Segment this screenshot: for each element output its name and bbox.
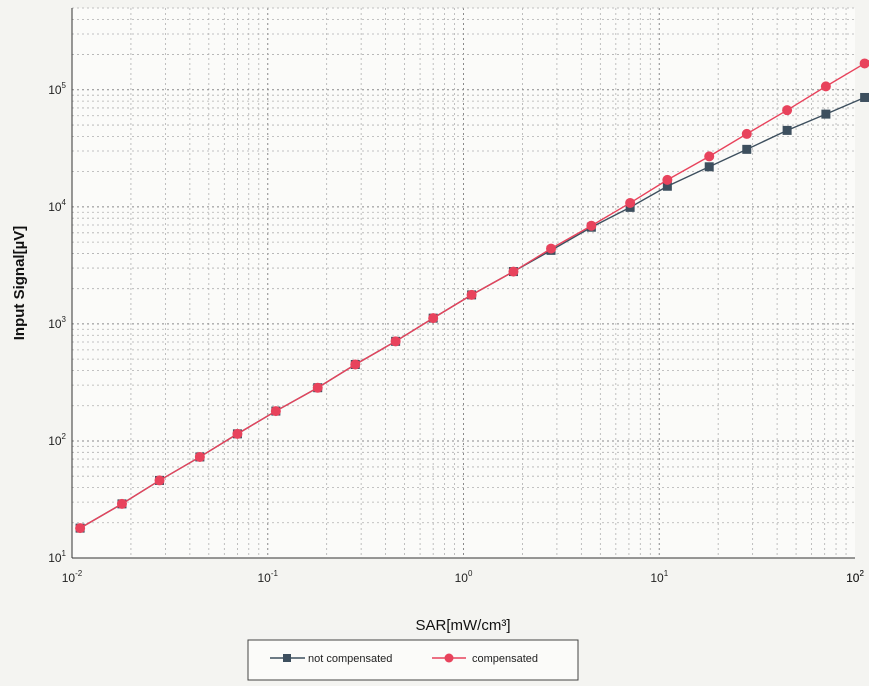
legend-marker-compensated bbox=[444, 653, 454, 663]
series-line-compensated bbox=[79, 60, 869, 529]
data-point-compensated bbox=[704, 151, 715, 162]
axes bbox=[71, 8, 855, 559]
data-point-not-compensated bbox=[742, 144, 752, 154]
x-axis-title: SAR[mW/cm³] bbox=[416, 617, 511, 634]
series-layer bbox=[75, 58, 869, 534]
y-axis-title: Input Signal[µV] bbox=[11, 226, 28, 340]
legend-marker-not-compensated bbox=[283, 654, 291, 662]
y-tick-labels: 101 102 103 104 105 bbox=[48, 81, 66, 565]
grid bbox=[71, 7, 855, 559]
data-point-compensated bbox=[820, 81, 831, 92]
legend: not compensated compensated bbox=[247, 639, 579, 681]
data-point-not-compensated bbox=[860, 92, 869, 102]
data-point-compensated bbox=[586, 220, 597, 231]
data-point-compensated bbox=[428, 313, 439, 324]
data-point-compensated bbox=[350, 359, 361, 370]
data-point-not-compensated bbox=[782, 125, 792, 135]
x-tick-label: 100 bbox=[455, 569, 473, 585]
data-point-compensated bbox=[782, 105, 793, 116]
x-tick-label: 102 bbox=[846, 569, 864, 585]
data-point-not-compensated bbox=[704, 162, 714, 172]
x-tick-label: 10-2 bbox=[62, 569, 83, 585]
data-point-compensated bbox=[741, 128, 752, 139]
data-point-not-compensated bbox=[662, 181, 672, 191]
x-tick-label: 101 bbox=[650, 569, 668, 585]
data-point-compensated bbox=[270, 406, 281, 417]
legend-label-not-compensated: not compensated bbox=[308, 653, 392, 665]
data-point-compensated bbox=[312, 382, 323, 393]
data-point-compensated bbox=[508, 266, 519, 277]
y-tick-label: 104 bbox=[48, 198, 66, 214]
data-point-compensated bbox=[625, 197, 636, 208]
data-point-compensated bbox=[75, 523, 86, 534]
data-point-compensated bbox=[546, 243, 557, 254]
y-tick-label: 105 bbox=[48, 81, 66, 97]
y-tick-label: 102 bbox=[48, 432, 66, 448]
data-point-compensated bbox=[116, 498, 127, 509]
y-tick-label: 103 bbox=[48, 315, 66, 331]
data-point-compensated bbox=[232, 428, 243, 439]
data-point-compensated bbox=[859, 58, 869, 69]
x-tick-label: 10-1 bbox=[258, 569, 279, 585]
data-point-compensated bbox=[194, 451, 205, 462]
data-point-compensated bbox=[154, 475, 165, 486]
x-tick-label: 102 bbox=[846, 569, 864, 585]
data-point-compensated bbox=[390, 336, 401, 347]
data-point-compensated bbox=[662, 174, 673, 185]
legend-label-compensated: compensated bbox=[472, 653, 538, 665]
y-tick-label: 101 bbox=[48, 549, 66, 565]
data-point-not-compensated bbox=[821, 109, 831, 119]
data-point-compensated bbox=[466, 289, 477, 300]
legend-box bbox=[247, 639, 579, 681]
